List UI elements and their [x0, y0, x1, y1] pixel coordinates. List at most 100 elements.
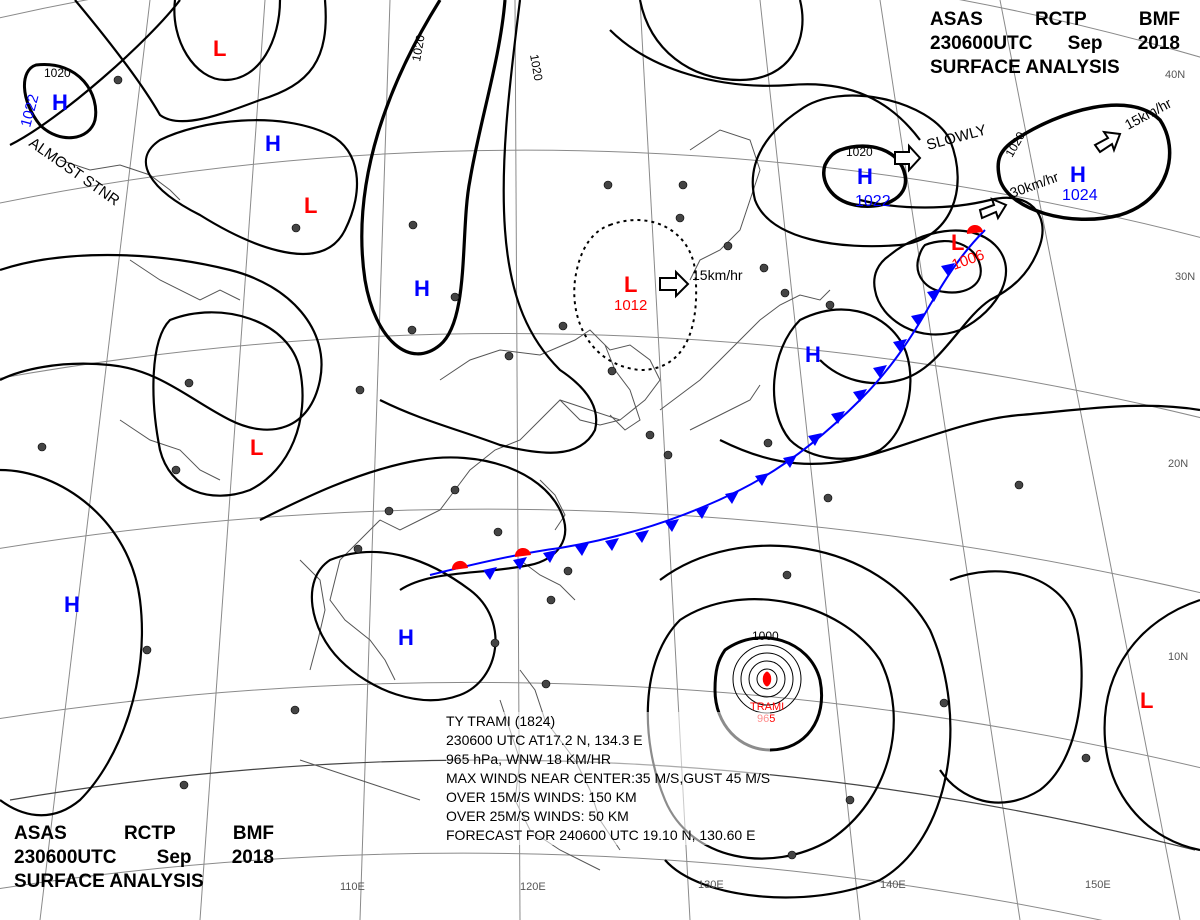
station-circle [1081, 753, 1091, 763]
typhoon-map-name: TRAMI [750, 701, 784, 713]
isobar-h-1022 [822, 144, 908, 208]
header-bottom-agency-2: RCTP [123, 823, 176, 844]
cold-front-triangle [483, 567, 497, 580]
station-circle [845, 795, 855, 805]
header-bottom-agency-3: BMF [232, 823, 274, 844]
cold-front-triangle [575, 543, 589, 556]
front-line [429, 229, 986, 576]
high-center-mid: H [414, 276, 430, 301]
header-bottom-title: SURFACE ANALYSIS [14, 871, 204, 892]
low-center-1006: L [951, 230, 964, 255]
station-circle [1014, 480, 1024, 490]
header-bottom-time-1: 230600UTC [14, 847, 117, 868]
station-circle [603, 180, 613, 190]
isobar-nw-trough [144, 119, 359, 256]
typhoon-info-15ms: OVER 15M/S WINDS: 150 KM [446, 789, 637, 805]
typhoon-info-25ms: OVER 25M/S WINDS: 50 KM [446, 808, 629, 824]
isobar-ty-outer2 [659, 544, 952, 899]
graticule-labels: 40N 30N 20N 10N 110E 120E 130E 140E 150E [340, 69, 1195, 893]
low-center-1012: L [624, 272, 637, 297]
station-plots [37, 75, 1091, 860]
station-circle [787, 850, 797, 860]
station-circle [782, 570, 792, 580]
station-circle [763, 438, 773, 448]
station-circle [663, 450, 673, 460]
lon-label-140e: 140E [880, 879, 906, 891]
motion-arrow-30km [978, 197, 1008, 221]
station-circle [384, 506, 394, 516]
header-top-time-2: Sep [1067, 33, 1103, 54]
typhoon-info-max-winds: MAX WINDS NEAR CENTER:35 M/S,GUST 45 M/S [446, 770, 771, 786]
motion-1012-label: 15km/hr [692, 267, 743, 283]
isobar-east-h [772, 308, 912, 460]
isobar-west-l [152, 311, 304, 497]
station-circle [142, 645, 152, 655]
station-circle [563, 566, 573, 576]
cold-front-triangle [513, 557, 527, 570]
high-center-n: H [265, 131, 281, 156]
typhoon-info-forecast: FORECAST FOR 240600 UTC 19.10 N, 130.60 … [446, 827, 756, 843]
station-circle [179, 780, 189, 790]
cold-front-triangle [695, 506, 709, 519]
station-circle [939, 698, 949, 708]
station-circle [113, 75, 123, 85]
cold-front-triangle [927, 289, 941, 302]
typhoon-info-position: 230600 UTC AT17.2 N, 134.3 E [446, 732, 643, 748]
header-top-agency-1: ASAS [930, 9, 983, 30]
header-top-time-row: 230600UTC Sep 2018 [930, 32, 1180, 56]
station-circle [450, 485, 460, 495]
station-circle [407, 325, 417, 335]
header-top-agency-row: ASAS RCTP BMF [930, 8, 1180, 32]
station-circle [490, 638, 500, 648]
isobar-h-1022-outer [751, 94, 959, 248]
high-center-1022-value: 1022 [855, 193, 891, 210]
high-center-sw: H [398, 625, 414, 650]
cold-front-triangle [853, 389, 867, 402]
cold-front-triangle [893, 339, 907, 352]
header-top-time-3: 2018 [1137, 33, 1180, 54]
low-center-nw2: L [304, 193, 317, 218]
motion-arrow-1012 [659, 269, 690, 299]
typhoon-info: TY TRAMI (1824) 230600 UTC AT17.2 N, 134… [446, 712, 771, 845]
header-bottom-time-row: 230600UTC Sep 2018 [14, 846, 274, 870]
lon-label-150e: 150E [1085, 879, 1111, 891]
low-center-west: L [250, 435, 263, 460]
isobar-ty-1000 [713, 636, 823, 752]
isobars [0, 0, 1200, 899]
station-circle [504, 351, 514, 361]
warm-front-semicircle [451, 560, 468, 570]
isobar-h-nw [23, 63, 98, 140]
isobar-label-ty: 1000 [752, 629, 779, 643]
cold-front-triangle [665, 519, 679, 532]
header-top-agency-3: BMF [1138, 9, 1180, 30]
front-marks [451, 224, 983, 580]
station-circle [723, 241, 733, 251]
cold-front-triangle [831, 411, 845, 424]
station-circle [541, 679, 551, 689]
station-circle [546, 595, 556, 605]
low-center-east: L [1140, 688, 1153, 713]
cold-front-triangle [605, 538, 619, 551]
lat-label-30n: 30N [1175, 271, 1195, 283]
station-circle [355, 385, 365, 395]
cold-front-triangle [911, 313, 925, 326]
warm-front-semicircle [514, 547, 531, 557]
station-circle [291, 223, 301, 233]
motion-arrows [659, 130, 1122, 299]
motion-arrow-15km [1093, 130, 1122, 154]
station-circle [780, 288, 790, 298]
isobar-east-l [1103, 598, 1200, 852]
typhoon-info-name: TY TRAMI (1824) [446, 713, 556, 729]
isobar-north-3 [638, 0, 804, 82]
header-bottom: ASAS RCTP BMF 230600UTC Sep 2018 SURFACE… [14, 822, 274, 894]
lat-label-10n: 10N [1168, 651, 1188, 663]
header-top-agency-2: RCTP [1034, 9, 1087, 30]
high-center-1022: H [857, 164, 873, 189]
station-circle [353, 544, 363, 554]
station-circle [678, 180, 688, 190]
high-center-1024: H [1070, 162, 1086, 187]
high-center-nw: H [52, 90, 68, 115]
isobar-label-1022: 1020 [846, 145, 873, 159]
low-center-north: L [213, 36, 226, 61]
